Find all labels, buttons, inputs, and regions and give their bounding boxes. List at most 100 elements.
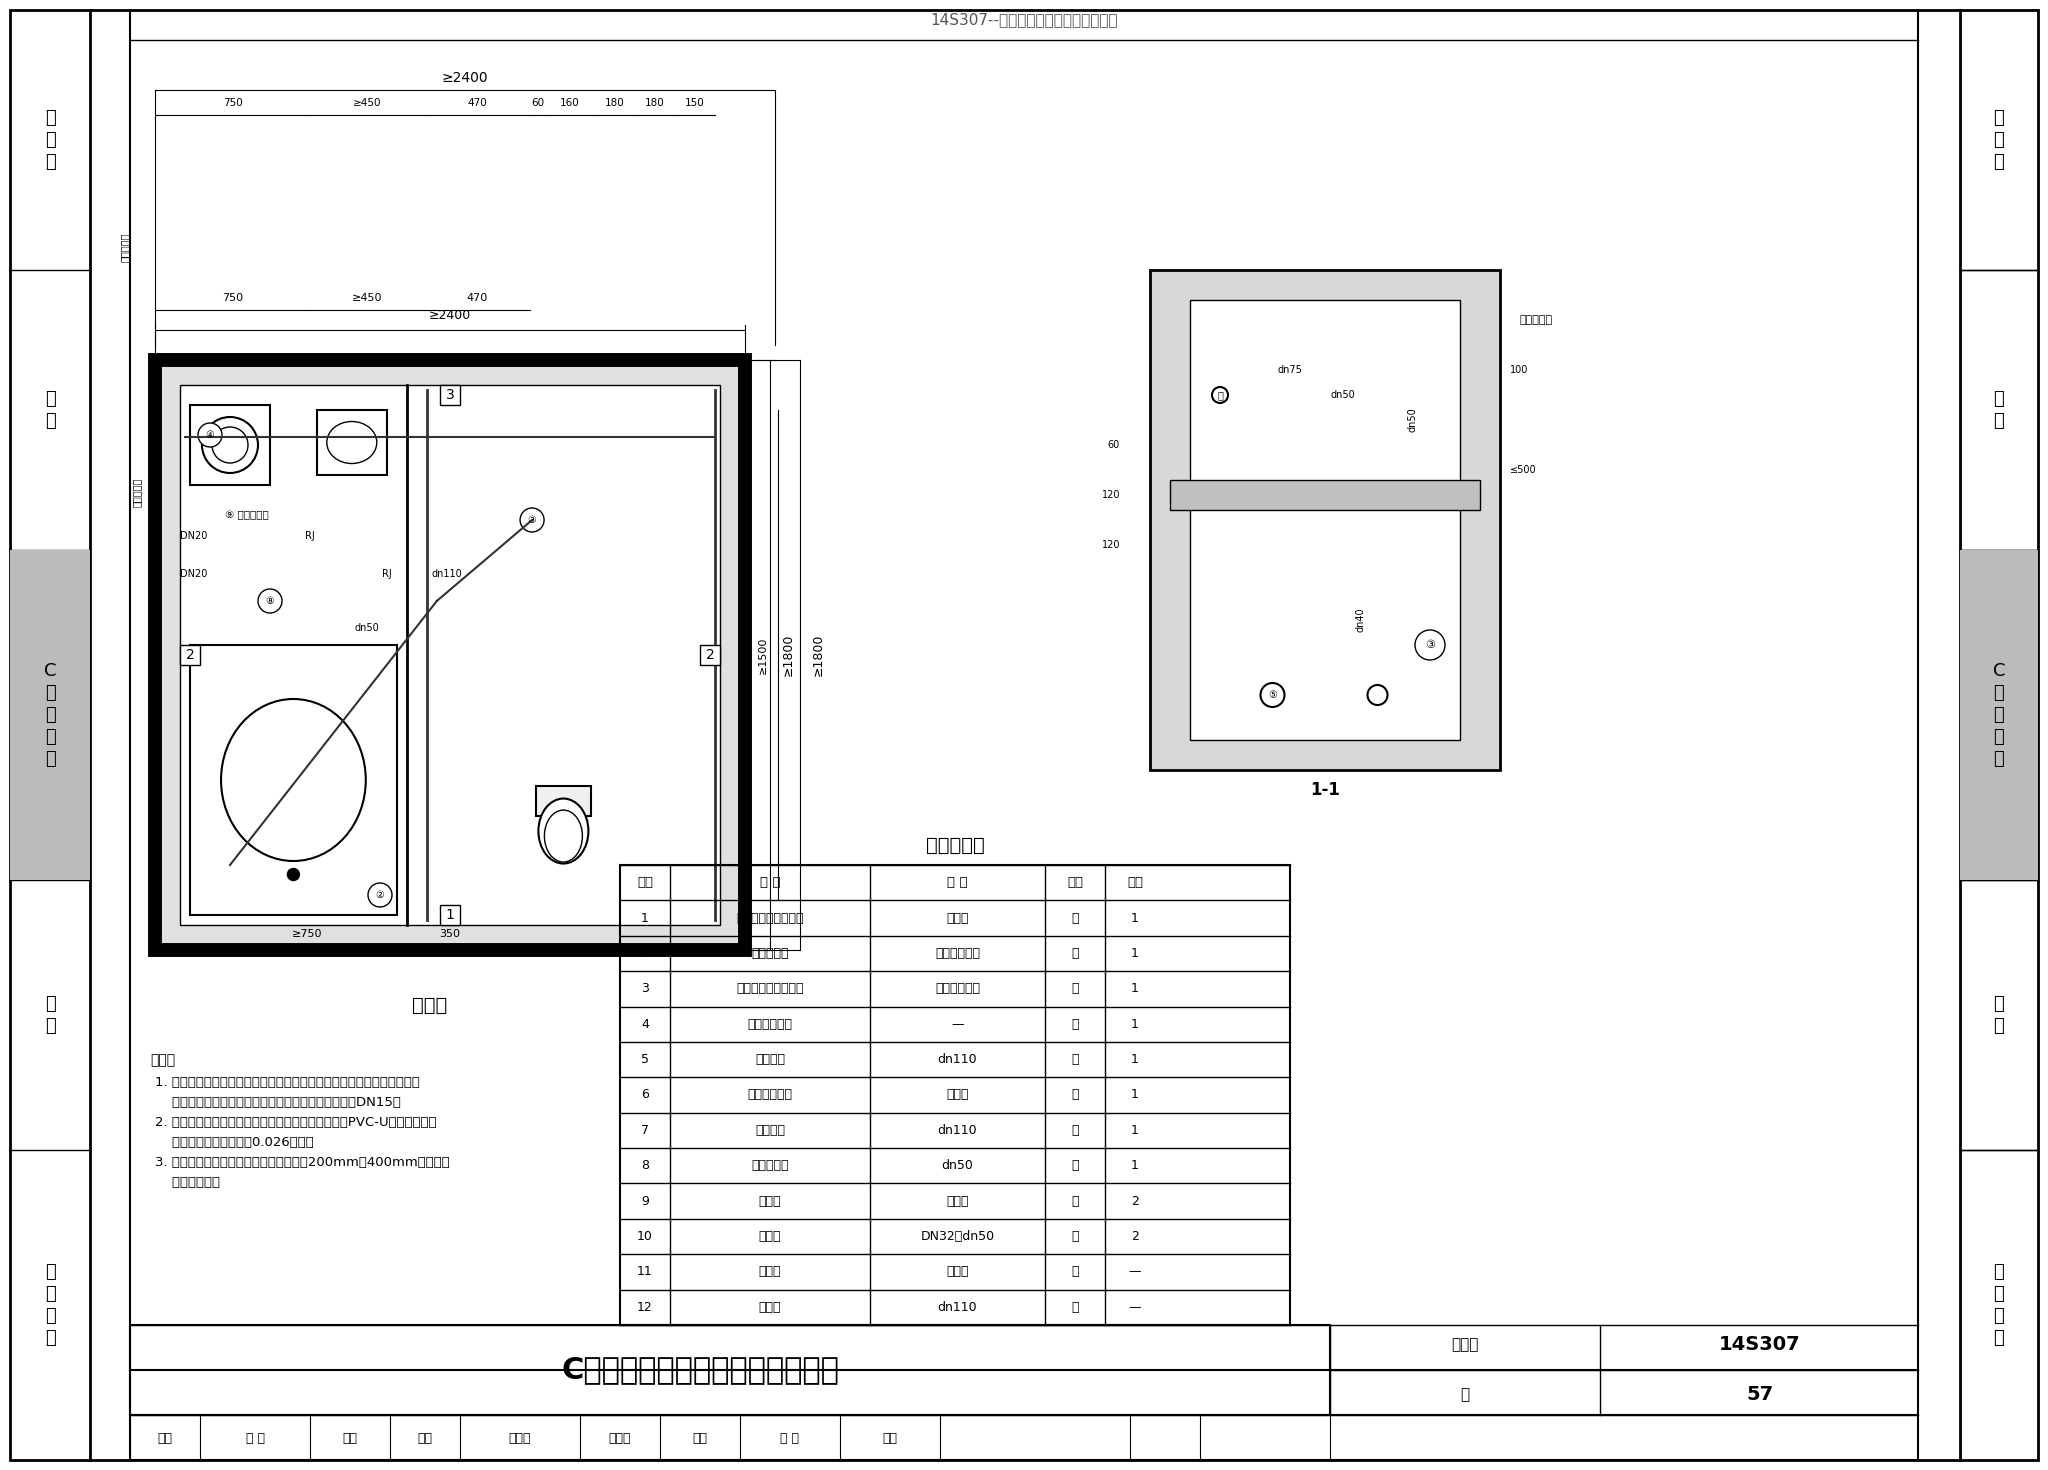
- Text: 图集号: 图集号: [1452, 1338, 1479, 1352]
- Text: 总: 总: [1993, 109, 2005, 126]
- Text: 2: 2: [1130, 1230, 1139, 1244]
- Text: ≥1500: ≥1500: [758, 637, 768, 673]
- Text: 3: 3: [446, 388, 455, 401]
- Text: 铸铁或亚克力: 铸铁或亚克力: [936, 982, 981, 995]
- Text: 污水立管: 污水立管: [756, 1053, 784, 1066]
- Text: C型卫生间给排水管道安装方案四: C型卫生间给排水管道安装方案四: [561, 1355, 840, 1385]
- Text: 按设计: 按设计: [946, 1195, 969, 1208]
- Text: 14S307--住宅厨、卫给水排水管道安装: 14S307--住宅厨、卫给水排水管道安装: [930, 13, 1118, 28]
- Text: 明: 明: [1993, 153, 2005, 171]
- Text: RJ: RJ: [381, 569, 391, 579]
- Text: ≥750: ≥750: [293, 929, 324, 939]
- Text: 件、排水横支管坡度为0.026绘制。: 件、排水横支管坡度为0.026绘制。: [156, 1135, 313, 1148]
- Text: 坐式大便器。: 坐式大便器。: [156, 1176, 219, 1189]
- Text: ⑫: ⑫: [1217, 390, 1223, 400]
- Bar: [440, 385, 461, 406]
- Text: ②: ②: [375, 889, 385, 900]
- Bar: [1190, 300, 1460, 739]
- Text: 个: 个: [1071, 1195, 1079, 1208]
- Text: 1. 本图为有集中热水供应的卫生间设计，给水管采用分水器供水，分水器: 1. 本图为有集中热水供应的卫生间设计，给水管采用分水器供水，分水器: [156, 1076, 420, 1088]
- Text: 根: 根: [1071, 1088, 1079, 1101]
- Text: dn50: dn50: [942, 1160, 973, 1172]
- Circle shape: [1415, 631, 1446, 660]
- Text: ≥450: ≥450: [352, 98, 381, 107]
- Text: 160: 160: [559, 98, 580, 107]
- Text: dn110: dn110: [938, 1053, 977, 1066]
- Text: 按设计: 按设计: [946, 1088, 969, 1101]
- Text: dn75: dn75: [1278, 365, 1303, 375]
- Text: 1: 1: [446, 908, 455, 922]
- Text: RJ: RJ: [305, 531, 315, 541]
- Text: 挂墙式: 挂墙式: [946, 911, 969, 925]
- Text: 750: 750: [223, 98, 242, 107]
- Text: 60: 60: [530, 98, 545, 107]
- Ellipse shape: [545, 810, 582, 861]
- Text: dn110: dn110: [938, 1125, 977, 1136]
- Circle shape: [1368, 685, 1386, 706]
- Text: 1: 1: [641, 911, 649, 925]
- Text: 单柄混合水嘴洗脸盆: 单柄混合水嘴洗脸盆: [735, 911, 803, 925]
- Text: dn110: dn110: [938, 1301, 977, 1314]
- Ellipse shape: [221, 700, 367, 861]
- Text: 1: 1: [1130, 947, 1139, 960]
- Text: 生: 生: [45, 728, 55, 745]
- Text: 1: 1: [1130, 982, 1139, 995]
- Text: 8: 8: [641, 1160, 649, 1172]
- Circle shape: [258, 589, 283, 613]
- Text: 节: 节: [1993, 1263, 2005, 1280]
- Text: 470: 470: [467, 98, 487, 107]
- Text: 房: 房: [45, 412, 55, 431]
- Text: 4: 4: [641, 1017, 649, 1030]
- Text: DN20: DN20: [180, 531, 207, 541]
- Text: 台: 台: [45, 1017, 55, 1035]
- Text: C: C: [1993, 662, 2005, 681]
- Text: 9: 9: [641, 1195, 649, 1208]
- Text: ≥2400: ≥2400: [442, 71, 487, 85]
- Text: 废水立管: 废水立管: [756, 1125, 784, 1136]
- Text: C: C: [43, 662, 55, 681]
- Text: 张桃: 张桃: [342, 1432, 358, 1445]
- Text: 张文华: 张文华: [508, 1432, 530, 1445]
- Text: ③: ③: [1425, 639, 1436, 650]
- Text: 校对: 校对: [418, 1432, 432, 1445]
- Text: ≥1800: ≥1800: [811, 634, 825, 676]
- Text: 型: 型: [45, 684, 55, 703]
- Text: 审核: 审核: [158, 1432, 172, 1445]
- Text: 套: 套: [1071, 982, 1079, 995]
- Text: 1: 1: [1130, 1125, 1139, 1136]
- Text: 分体式下排水: 分体式下排水: [936, 947, 981, 960]
- Bar: [1151, 270, 1499, 770]
- Text: 数量: 数量: [1126, 876, 1143, 889]
- Text: 台: 台: [1993, 1017, 2005, 1035]
- Circle shape: [199, 423, 221, 447]
- Text: 间: 间: [45, 750, 55, 767]
- Bar: [129, 1324, 1329, 1416]
- Bar: [10, 550, 90, 881]
- Text: 11: 11: [637, 1266, 653, 1279]
- Text: 冷水供水管: 冷水供水管: [131, 478, 141, 507]
- Text: 伸缩节: 伸缩节: [758, 1266, 780, 1279]
- Text: 个: 个: [1071, 1160, 1079, 1172]
- Text: 点: 点: [1993, 1285, 2005, 1302]
- Text: 3: 3: [641, 982, 649, 995]
- Text: 单位: 单位: [1067, 876, 1083, 889]
- Text: 180: 180: [604, 98, 625, 107]
- Text: 60: 60: [1108, 440, 1120, 450]
- Bar: [440, 906, 461, 925]
- Text: 根: 根: [1071, 1053, 1079, 1066]
- Text: 厨: 厨: [1993, 390, 2005, 409]
- Text: dn110: dn110: [432, 569, 463, 579]
- Text: 分水器: 分水器: [758, 1195, 780, 1208]
- Text: 750: 750: [221, 293, 244, 303]
- Ellipse shape: [328, 422, 377, 463]
- Text: 说: 说: [1993, 131, 2005, 148]
- Text: DN32、dn50: DN32、dn50: [920, 1230, 995, 1244]
- Text: ≥2400: ≥2400: [428, 309, 471, 322]
- Text: ④: ④: [205, 431, 215, 440]
- Text: 57: 57: [1747, 1386, 1774, 1404]
- Text: 1: 1: [1130, 911, 1139, 925]
- Text: 5: 5: [641, 1053, 649, 1066]
- Text: 2: 2: [641, 947, 649, 960]
- Text: 卫: 卫: [1993, 706, 2005, 725]
- Text: 房: 房: [1993, 412, 2005, 431]
